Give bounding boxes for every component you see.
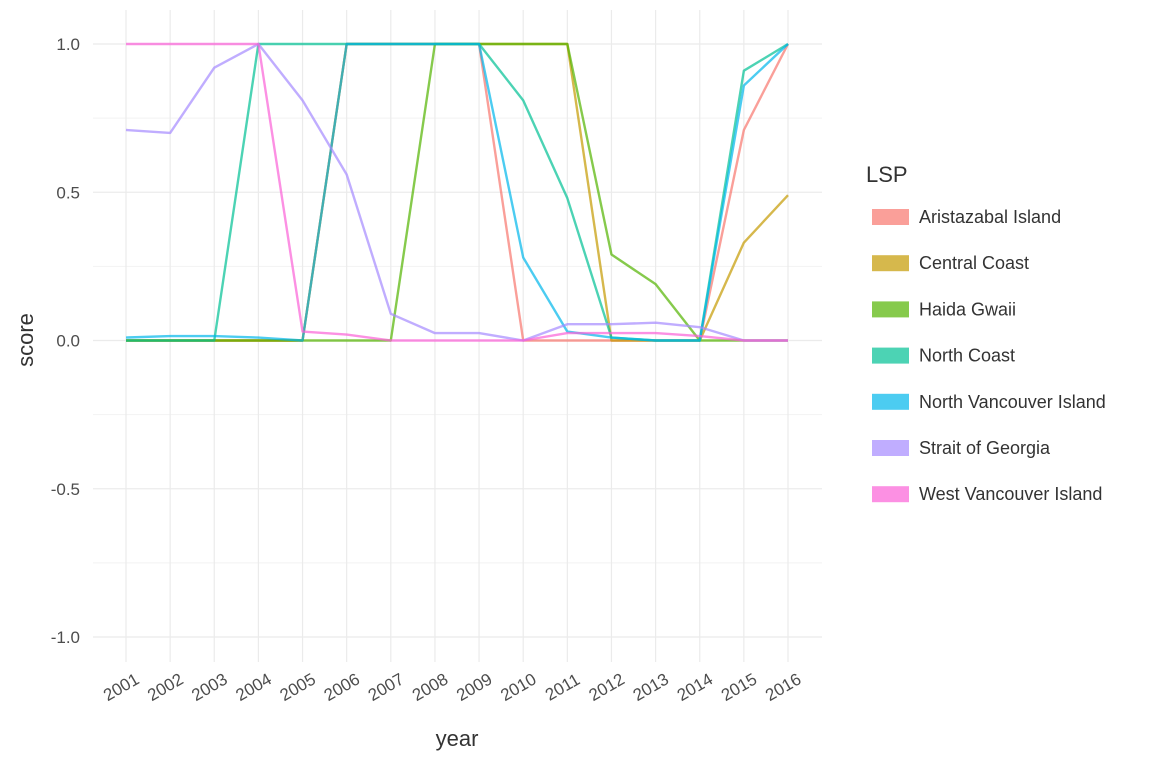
- y-axis-title: score: [13, 313, 38, 367]
- legend-title: LSP: [866, 162, 908, 187]
- legend-label: North Vancouver Island: [919, 392, 1106, 412]
- legend-label: North Coast: [919, 346, 1015, 366]
- x-tick-label: 2001: [100, 670, 142, 705]
- x-tick-label: 2004: [233, 670, 275, 705]
- y-axis-tick-labels: -1.0 -0.5 0.0 0.5 1.0: [51, 35, 80, 647]
- legend-item: North Vancouver Island: [872, 392, 1106, 412]
- x-tick-label: 2006: [321, 670, 363, 705]
- x-tick-label: 2005: [277, 670, 319, 705]
- legend-item: Haida Gwaii: [872, 299, 1016, 319]
- legend-label: Strait of Georgia: [919, 438, 1051, 458]
- legend-label: Central Coast: [919, 253, 1029, 273]
- legend-items: Aristazabal Island Central Coast Haida Gwa…: [872, 207, 1106, 504]
- y-tick-label: -0.5: [51, 480, 80, 499]
- x-tick-label: 2002: [144, 670, 186, 705]
- legend-label: Aristazabal Island: [919, 207, 1061, 227]
- series-line-north-vancouver-island: [125, 42, 789, 342]
- legend-swatch: [872, 486, 909, 503]
- x-axis-title: year: [436, 726, 479, 751]
- series-line-west-vancouver-island: [126, 42, 788, 342]
- x-tick-label: 2008: [409, 670, 451, 705]
- x-tick-label: 2010: [497, 670, 539, 705]
- legend-item: Aristazabal Island: [872, 207, 1061, 227]
- x-tick-label: 2015: [718, 670, 760, 705]
- y-tick-label: 0.5: [56, 183, 80, 202]
- series-lines: [125, 42, 790, 342]
- x-tick-label: 2007: [365, 670, 407, 705]
- x-tick-label: 2013: [630, 670, 672, 705]
- legend-swatch: [872, 347, 909, 364]
- legend-label: Haida Gwaii: [919, 299, 1016, 319]
- x-tick-label: 2012: [586, 670, 628, 705]
- legend-swatch: [872, 255, 909, 272]
- y-tick-label: -1.0: [51, 628, 80, 647]
- legend-item: Central Coast: [872, 253, 1029, 273]
- series-line-strait-of-georgia: [125, 42, 788, 342]
- legend-swatch: [872, 440, 909, 456]
- legend-swatch: [872, 393, 909, 410]
- legend: LSP Aristazabal Island Central Coast Haida…: [866, 162, 1106, 504]
- x-tick-label: 2009: [453, 670, 495, 705]
- legend-swatch: [872, 301, 909, 318]
- x-axis-tick-labels: 2001 2002 2003 2004 2005 2006 2007 2008 2009 2010…: [100, 670, 804, 705]
- legend-label: West Vancouver Island: [919, 484, 1102, 504]
- legend-item: Strait of Georgia: [872, 438, 1051, 458]
- y-tick-label: 1.0: [56, 35, 80, 54]
- legend-item: North Coast: [872, 346, 1015, 366]
- y-tick-label: 0.0: [56, 332, 80, 351]
- x-tick-label: 2003: [188, 670, 230, 705]
- x-tick-label: 2016: [762, 670, 804, 705]
- x-tick-label: 2014: [674, 670, 716, 705]
- legend-item: West Vancouver Island: [872, 484, 1102, 504]
- x-tick-label: 2011: [542, 670, 583, 705]
- legend-swatch: [872, 209, 909, 225]
